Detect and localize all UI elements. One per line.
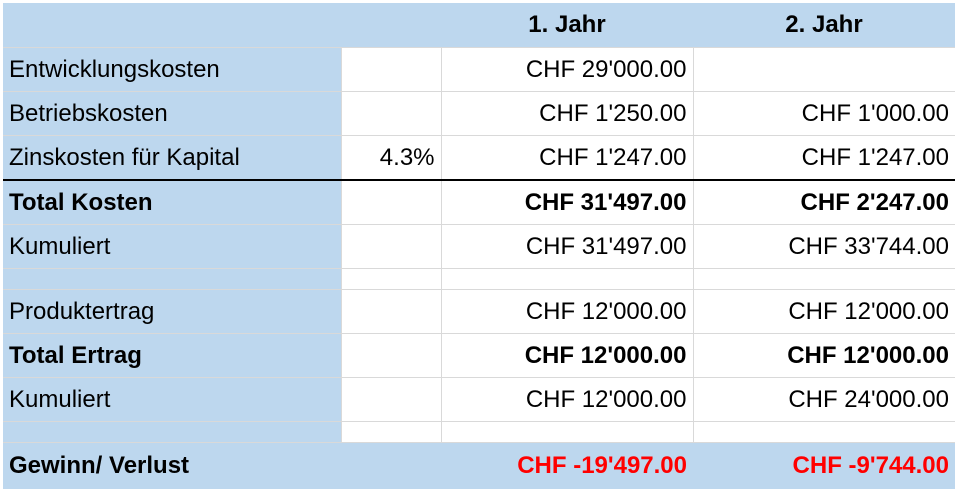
label-produktertrag[interactable]: Produktertrag — [3, 289, 341, 334]
row-betriebskosten: Betriebskosten CHF 1'250.00 CHF 1'000.00 — [3, 91, 955, 136]
row-produktertrag: Produktertrag CHF 12'000.00 CHF 12'000.0… — [3, 289, 955, 334]
label-betriebskosten[interactable]: Betriebskosten — [3, 91, 341, 136]
label-kumuliert[interactable]: Kumuliert — [3, 377, 341, 422]
value-year1[interactable]: CHF 31'497.00 — [440, 224, 693, 269]
value-year1[interactable]: CHF 1'250.00 — [440, 91, 693, 136]
spacer-cell[interactable] — [3, 421, 341, 443]
spacer-row — [3, 268, 955, 290]
rate-cell[interactable] — [340, 333, 441, 378]
label-total-kosten[interactable]: Total Kosten — [3, 179, 341, 225]
spacer-cell[interactable] — [692, 421, 955, 443]
spacer-cell[interactable] — [340, 421, 441, 443]
spacer-cell[interactable] — [692, 268, 955, 290]
value-year2[interactable]: CHF 2'247.00 — [692, 179, 955, 225]
header-year2[interactable]: 2. Jahr — [693, 3, 955, 48]
cost-table: 1. Jahr 2. Jahr Entwicklungskosten CHF 2… — [3, 3, 955, 489]
rate-cell[interactable] — [340, 47, 441, 92]
label-total-ertrag[interactable]: Total Ertrag — [3, 333, 341, 378]
rate-cell[interactable]: 4.3% — [340, 135, 441, 181]
rate-cell[interactable] — [340, 224, 441, 269]
header-row: 1. Jahr 2. Jahr — [3, 3, 955, 48]
header-year1[interactable]: 1. Jahr — [441, 3, 693, 48]
value-year1[interactable]: CHF 1'247.00 — [440, 135, 693, 181]
value-year2[interactable]: CHF 33'744.00 — [692, 224, 955, 269]
value-year2[interactable] — [692, 47, 955, 92]
rate-cell[interactable] — [341, 442, 441, 489]
value-year2[interactable]: CHF 12'000.00 — [692, 289, 955, 334]
spacer-cell[interactable] — [440, 421, 693, 443]
value-year2[interactable]: CHF 12'000.00 — [692, 333, 955, 378]
rate-cell[interactable] — [340, 377, 441, 422]
value-year2[interactable]: CHF 1'247.00 — [692, 135, 955, 181]
value-year1[interactable]: CHF 29'000.00 — [440, 47, 693, 92]
value-year1[interactable]: CHF -19'497.00 — [441, 442, 693, 489]
label-gewinn-verlust[interactable]: Gewinn/ Verlust — [3, 442, 341, 489]
spacer-row — [3, 421, 955, 443]
header-blank-cell[interactable] — [3, 3, 341, 48]
value-year1[interactable]: CHF 12'000.00 — [440, 377, 693, 422]
value-year2[interactable]: CHF 1'000.00 — [692, 91, 955, 136]
header-rate-cell[interactable] — [341, 3, 441, 48]
rate-cell[interactable] — [340, 289, 441, 334]
value-year1[interactable]: CHF 12'000.00 — [440, 333, 693, 378]
value-year1[interactable]: CHF 31'497.00 — [440, 179, 693, 225]
value-year2[interactable]: CHF -9'744.00 — [693, 442, 955, 489]
spacer-cell[interactable] — [340, 268, 441, 290]
spacer-cell[interactable] — [440, 268, 693, 290]
label-kumuliert[interactable]: Kumuliert — [3, 224, 341, 269]
label-zinskosten[interactable]: Zinskosten für Kapital — [3, 135, 341, 181]
row-total-ertrag: Total Ertrag CHF 12'000.00 CHF 12'000.00 — [3, 333, 955, 378]
value-year1[interactable]: CHF 12'000.00 — [440, 289, 693, 334]
value-year2[interactable]: CHF 24'000.00 — [692, 377, 955, 422]
row-entwicklungskosten: Entwicklungskosten CHF 29'000.00 — [3, 47, 955, 92]
row-total-kosten: Total Kosten CHF 31'497.00 CHF 2'247.00 — [3, 179, 955, 225]
row-kumuliert-ertrag: Kumuliert CHF 12'000.00 CHF 24'000.00 — [3, 377, 955, 422]
label-entwicklungskosten[interactable]: Entwicklungskosten — [3, 47, 341, 92]
spacer-cell[interactable] — [3, 268, 341, 290]
row-kumuliert-kosten: Kumuliert CHF 31'497.00 CHF 33'744.00 — [3, 224, 955, 269]
rate-cell[interactable] — [340, 91, 441, 136]
row-gewinn-verlust: Gewinn/ Verlust CHF -19'497.00 CHF -9'74… — [3, 442, 955, 489]
row-zinskosten: Zinskosten für Kapital 4.3% CHF 1'247.00… — [3, 135, 955, 181]
rate-cell[interactable] — [340, 179, 441, 225]
